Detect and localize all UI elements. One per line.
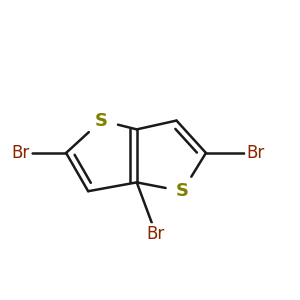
Text: Br: Br — [11, 144, 30, 162]
Text: S: S — [176, 182, 189, 200]
Text: S: S — [95, 112, 108, 130]
Text: Br: Br — [147, 225, 165, 243]
Text: Br: Br — [247, 144, 265, 162]
